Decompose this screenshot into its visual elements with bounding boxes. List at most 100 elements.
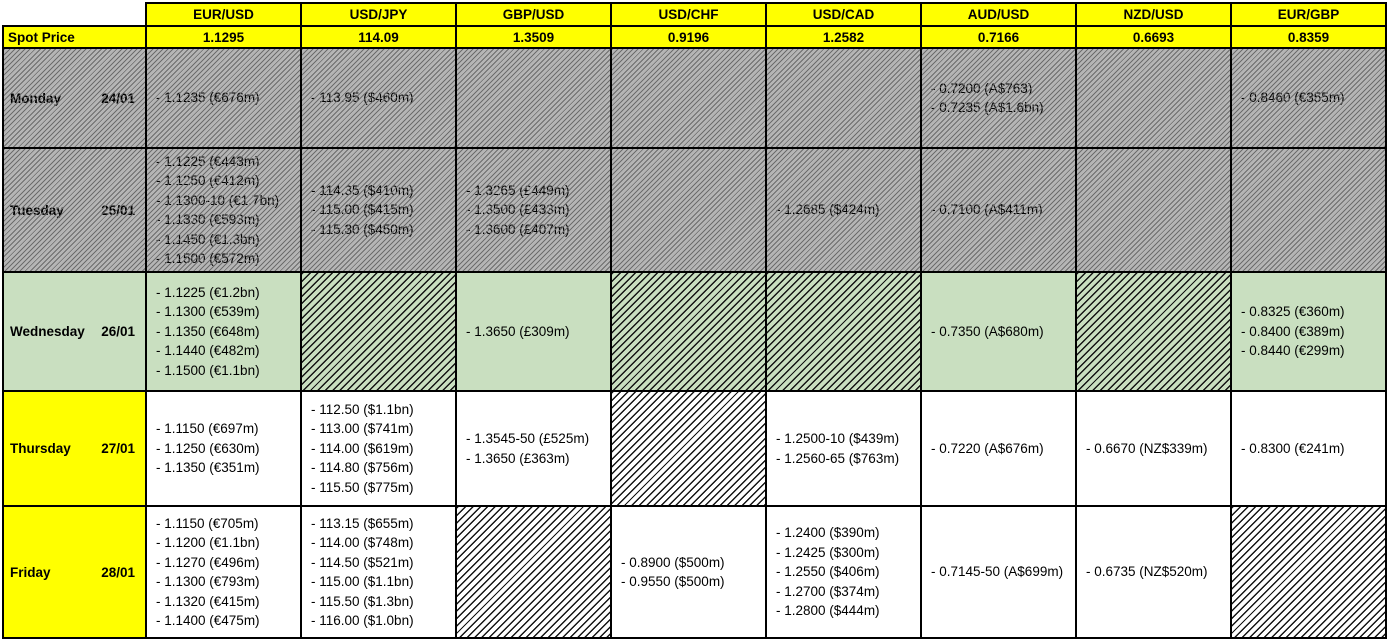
- expiry-level: - 1.1250 (€630m): [156, 440, 260, 456]
- day-name: Friday: [10, 564, 51, 580]
- day-row-friday: Friday 28/01 - 1.1150 (€705m) - 1.1200 (€1.…: [2, 505, 1387, 639]
- expiry-level: - 1.1330 (€593m): [156, 212, 260, 227]
- expiry-cell-wednesday-audusd: - 0.7350 (A$680m): [920, 271, 1077, 392]
- expiry-cell-friday-nzdusd: - 0.6735 (NZ$520m): [1075, 505, 1232, 639]
- expiry-level: - 0.8900 ($500m): [621, 554, 725, 570]
- table-body: Monday 24/01 - 1.1235 (€676m) - 113.95 ($46…: [2, 47, 1387, 639]
- expiry-cell-thursday-nzdusd: - 0.6670 (NZ$339m): [1075, 390, 1232, 507]
- expiry-cell-monday-usdcad: [765, 47, 922, 149]
- expiry-cell-thursday-usdcad: - 1.2500-10 ($439m) - 1.2560-65 ($763m): [765, 390, 922, 507]
- expiry-cell-monday-audusd: - 0.7200 (A$763) - 0.7235 (A$1.6bn): [920, 47, 1077, 149]
- spot-value-nzdusd: 0.6693: [1075, 25, 1232, 49]
- expiry-cell-monday-usdchf: [610, 47, 767, 149]
- expiry-cell-wednesday-nzdusd: [1075, 271, 1232, 392]
- expiry-level: - 1.3600 (£407m): [466, 221, 570, 237]
- expiry-cell-thursday-gbpusd: - 1.3545-50 (£525m) - 1.3650 (£363m): [455, 390, 612, 507]
- expiry-cell-thursday-audusd: - 0.7220 (A$676m): [920, 390, 1077, 507]
- day-row-thursday: Thursday 27/01 - 1.1150 (€697m) - 1.1250 (€…: [2, 390, 1387, 507]
- expiry-level: - 1.3650 (£363m): [466, 450, 570, 466]
- expiry-cell-friday-usdjpy: - 113.15 ($655m) - 114.00 ($748m) - 114.50…: [300, 505, 457, 639]
- spot-value-audusd: 0.7166: [920, 25, 1077, 49]
- pair-header-gbpusd: GBP/USD: [455, 2, 612, 27]
- expiry-level: - 1.3265 (£449m): [466, 182, 570, 198]
- expiry-level: - 1.3650 (£309m): [466, 323, 570, 339]
- expiry-level: - 1.1150 (€697m): [156, 421, 259, 437]
- expiry-level: - 1.1500 (€572m): [156, 251, 260, 266]
- expiry-level: - 114.00 ($748m): [311, 535, 414, 550]
- expiry-cell-tuesday-usdchf: [610, 147, 767, 273]
- expiry-level: - 1.1500 (€1.1bn): [156, 362, 260, 378]
- expiry-level: - 1.1225 (€443m): [156, 153, 260, 169]
- day-name: Monday: [10, 90, 62, 106]
- expiry-cell-wednesday-eurgbp: - 0.8325 (€360m) - 0.8400 (€389m) - 0.8440…: [1230, 271, 1387, 392]
- expiry-level: - 1.1450 (€1.3bn): [156, 231, 260, 247]
- expiry-cell-monday-usdjpy: - 113.95 ($460m): [300, 47, 457, 149]
- expiry-level: - 1.1250 (€412m): [156, 173, 260, 188]
- expiry-level: - 0.7100 (A$411m): [931, 202, 1043, 218]
- expiry-level: - 0.7350 (A$680m): [931, 323, 1044, 339]
- expiry-cell-tuesday-nzdusd: [1075, 147, 1232, 273]
- expiry-cell-wednesday-usdcad: [765, 271, 922, 392]
- expiry-cell-monday-eurusd: - 1.1235 (€676m): [145, 47, 302, 149]
- expiry-cell-monday-gbpusd: [455, 47, 612, 149]
- expiry-cell-tuesday-audusd: - 0.7100 (A$411m): [920, 147, 1077, 273]
- expiry-level: - 1.1400 (€475m): [156, 613, 260, 628]
- expiry-level: - 114.00 ($619m): [311, 440, 414, 456]
- expiry-level: - 1.2800 ($444m): [776, 603, 880, 619]
- day-label-monday: Monday 24/01: [2, 47, 147, 149]
- table-header: EUR/USD USD/JPY GBP/USD USD/CHF USD/CAD AUD/U…: [2, 2, 1387, 49]
- expiry-cell-friday-audusd: - 0.7145-50 (A$699m): [920, 505, 1077, 639]
- expiry-level: - 1.2500-10 ($439m): [776, 431, 900, 446]
- day-row-tuesday: Tuesday 25/01 - 1.1225 (€443m) - 1.1250 (€4…: [2, 147, 1387, 273]
- day-date: 28/01: [101, 564, 135, 580]
- pair-header-audusd: AUD/USD: [920, 2, 1077, 27]
- expiry-level: - 114.50 ($521m): [311, 554, 414, 570]
- expiry-level: - 1.2685 ($424m): [776, 202, 880, 218]
- expiry-level: - 112.50 ($1.1bn): [311, 401, 414, 417]
- pair-header-eurgbp: EUR/GBP: [1230, 2, 1387, 27]
- expiry-level: - 1.2400 ($390m): [776, 525, 880, 541]
- expiry-cell-tuesday-eurgbp: [1230, 147, 1387, 273]
- expiry-level: - 1.1270 (€496m): [156, 554, 260, 570]
- day-row-wednesday: Wednesday 26/01 - 1.1225 (€1.2bn) - 1.1300 …: [2, 271, 1387, 392]
- expiry-level: - 1.1350 (€648m): [156, 323, 260, 339]
- day-name: Wednesday: [10, 324, 85, 339]
- expiry-level: - 1.1300 (€539m): [156, 304, 260, 320]
- day-label-tuesday: Tuesday 25/01: [2, 147, 147, 273]
- expiry-level: - 115.30 ($450m): [311, 221, 414, 237]
- expiry-level: - 0.8300 (€241m): [1241, 440, 1345, 456]
- pair-header-eurusd: EUR/USD: [145, 2, 302, 27]
- expiry-level: - 0.7145-50 (A$699m): [931, 564, 1064, 580]
- expiry-level: - 0.7220 (A$676m): [931, 440, 1044, 456]
- day-name: Tuesday: [10, 202, 64, 218]
- expiry-level: - 0.6670 (NZ$339m): [1086, 440, 1208, 456]
- expiry-level: - 1.2560-65 ($763m): [776, 450, 900, 466]
- expiry-cell-wednesday-usdjpy: [300, 271, 457, 392]
- expiry-level: - 114.35 ($410m): [311, 182, 414, 198]
- day-date: 27/01: [101, 441, 135, 456]
- expiry-level: - 0.7235 (A$1.6bn): [931, 100, 1044, 115]
- expiry-level: - 0.9550 ($500m): [621, 574, 725, 589]
- expiry-cell-thursday-usdjpy: - 112.50 ($1.1bn) - 113.00 ($741m) - 114.0…: [300, 390, 457, 507]
- expiry-level: - 1.2700 ($374m): [776, 583, 880, 599]
- expiry-cell-thursday-eurgbp: - 0.8300 (€241m): [1230, 390, 1387, 507]
- expiry-level: - 113.15 ($655m): [311, 515, 414, 531]
- corner-cell: [3, 3, 146, 26]
- spot-value-usdcad: 1.2582: [765, 25, 922, 49]
- expiry-cell-wednesday-eurusd: - 1.1225 (€1.2bn) - 1.1300 (€539m) - 1.135…: [145, 271, 302, 392]
- spot-value-usdjpy: 114.09: [300, 25, 457, 49]
- expiry-level: - 115.00 ($1.1bn): [311, 574, 414, 589]
- expiry-level: - 113.95 ($460m): [311, 90, 414, 106]
- expiry-cell-tuesday-eurusd: - 1.1225 (€443m) - 1.1250 (€412m) - 1.1300…: [145, 147, 302, 273]
- expiry-cell-friday-eurgbp: [1230, 505, 1387, 639]
- expiry-level: - 1.1300 (€793m): [156, 574, 260, 589]
- day-row-monday: Monday 24/01 - 1.1235 (€676m) - 113.95 ($46…: [2, 47, 1387, 149]
- expiry-level: - 1.1225 (€1.2bn): [156, 284, 260, 300]
- expiry-level: - 0.8400 (€389m): [1241, 323, 1345, 339]
- day-date: 24/01: [101, 90, 135, 106]
- expiry-level: - 1.1200 (€1.1bn): [156, 535, 260, 550]
- expiry-level: - 0.8460 (€355m): [1241, 90, 1345, 106]
- expiry-level: - 1.1235 (€676m): [156, 90, 260, 106]
- expiry-cell-friday-gbpusd: [455, 505, 612, 639]
